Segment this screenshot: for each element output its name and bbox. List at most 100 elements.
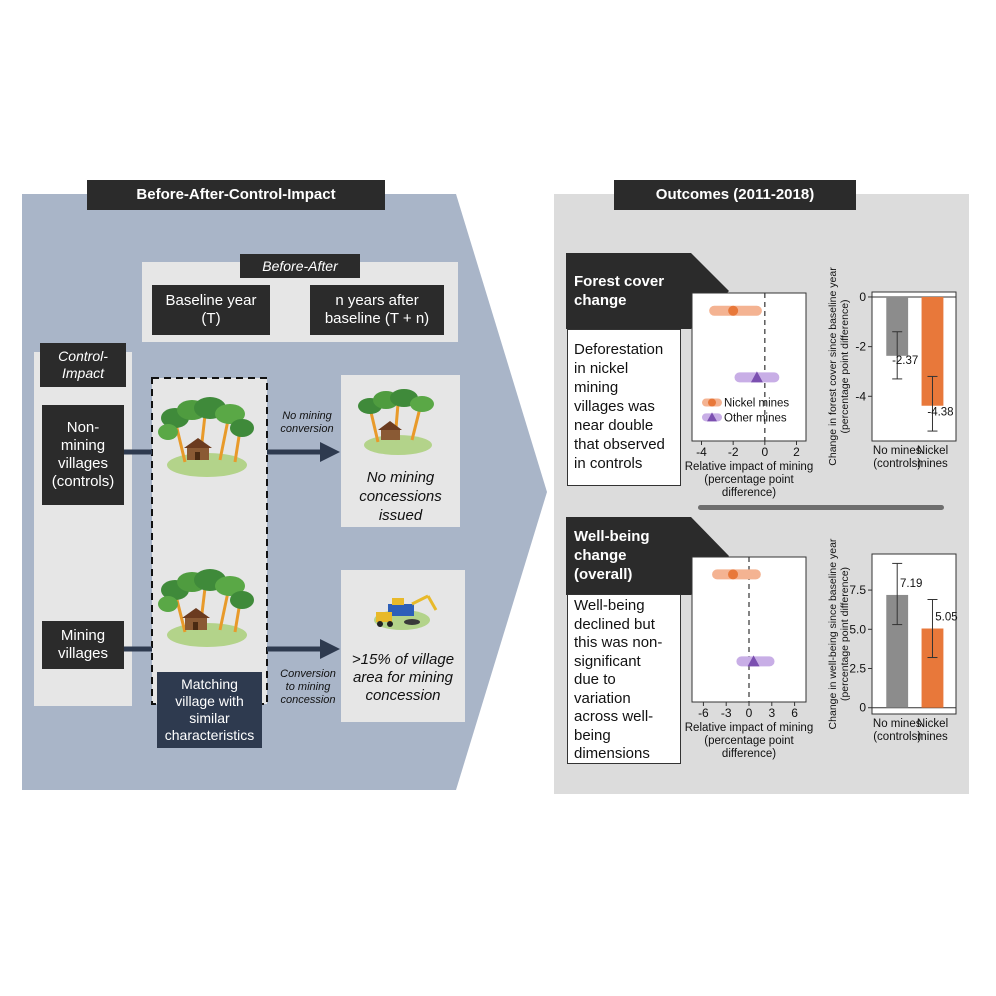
mining-villages-box: Mining villages xyxy=(42,621,124,669)
section-separator xyxy=(698,505,944,510)
wellbeing-bar-chart-bar-0 xyxy=(886,594,909,708)
outcome-bottom-box xyxy=(341,570,465,722)
non-mining-line-2: mining xyxy=(60,437,106,454)
outcome-top-text: No mining concessions issued xyxy=(341,468,460,525)
arrow-bottom-label-line-1: Conversion xyxy=(280,668,336,680)
forest-village-icon-bottom xyxy=(158,569,254,647)
forest-text-line-1: Deforestation xyxy=(574,341,664,358)
wellbeing-bar-chart-ytick-label-2: 5.0 xyxy=(849,622,866,636)
wellbeing-text-line-2: declined but xyxy=(574,615,655,633)
arrow-bottom-head xyxy=(320,639,340,659)
arrow-top-label-line-2: conversion xyxy=(280,423,334,435)
wellbeing-bar-chart-ytick-label-0: 0 xyxy=(859,701,866,715)
wellbeing-header-text: Well-being change (overall) xyxy=(574,527,694,584)
wellbeing-impact-chart-xlabel-2: difference) xyxy=(722,748,776,760)
before-after-label: Before-After xyxy=(240,254,360,278)
forest-village-icon-outcome xyxy=(358,389,434,455)
outcome-bottom-line-2: area for mining xyxy=(352,669,454,686)
baseline-year-box: Baseline year (T) xyxy=(152,285,270,335)
right-panel-title: Outcomes (2011-2018) xyxy=(614,180,856,210)
wellbeing-bar-chart-ytick-label-3: 7.5 xyxy=(849,583,866,597)
forest-impact-chart-xlabel-2: difference) xyxy=(722,487,776,499)
mining-excavator-icon xyxy=(374,594,438,630)
baseline-line-2: (T) xyxy=(201,310,221,327)
wellbeing-bar-chart-ylabel-0: Change in well-being since baseline year xyxy=(827,538,839,729)
forest-cover-bar-chart-value-label-1: -4.38 xyxy=(927,407,953,419)
wellbeing-bar-chart-bar-1 xyxy=(921,628,944,708)
non-mining-villages-box: Non- mining villages (controls) xyxy=(42,405,124,505)
forest-cover-bar-chart-ylabel-0: Change in forest cover since baseline ye… xyxy=(827,267,839,466)
forest-impact-chart-legend-marker-1 xyxy=(707,412,717,422)
forest-cover-bar-chart-ylabel-1: (percentage point difference) xyxy=(839,299,851,433)
wellbeing-impact-chart-xtick-label-1: -3 xyxy=(721,706,732,720)
forest-cover-bar-chart-category-1-0: Nickel xyxy=(917,445,948,457)
forest-header-line-2: change xyxy=(574,292,627,309)
forest-cover-bar-chart-category-0-1: (controls) xyxy=(873,458,921,470)
non-mining-line-3: villages xyxy=(57,455,109,472)
wellbeing-text-line-7: across well- xyxy=(574,708,654,725)
wellbeing-bar-chart-ylabel-1: (percentage point difference) xyxy=(839,567,851,701)
control-impact-line-2: Impact xyxy=(61,365,104,381)
wellbeing-text-line-9: dimensions xyxy=(574,745,650,762)
wellbeing-impact-chart-xlabel-1: (percentage point xyxy=(704,735,794,747)
forest-text-line-2: in nickel xyxy=(574,360,629,377)
outcome-bottom-text: >15% of village area for mining concessi… xyxy=(341,651,465,705)
wellbeing-impact-chart-xtick-label-2: 0 xyxy=(746,706,753,720)
forest-text-line-5: near double xyxy=(574,417,654,434)
forest-header-text: Forest cover change xyxy=(574,272,694,310)
forest-cover-bar-chart-category-1-1: mines xyxy=(917,458,948,470)
mining-line-1: Mining xyxy=(60,627,106,644)
wellbeing-header-line-1: Well-being xyxy=(574,528,650,545)
wellbeing-impact-chart-point-0 xyxy=(728,569,739,580)
arrow-bottom-label-line-2: to mining xyxy=(285,681,331,693)
arrow-top-label: No mining conversion xyxy=(272,410,342,436)
forest-cover-bar-chart-bar-1 xyxy=(921,296,944,406)
matching-line-3: similar xyxy=(189,710,230,726)
forest-village-icon-top xyxy=(158,397,254,477)
forest-impact-chart-xtick-label-2: 0 xyxy=(761,445,768,459)
outcome-top-line-1: No mining xyxy=(366,469,435,486)
forest-cover-bar-chart-category-0-0: No mines xyxy=(873,445,922,457)
wellbeing-bar-chart-value-label-0: 7.19 xyxy=(900,578,922,590)
forest-impact-chart-xtick-label-3: 2 xyxy=(793,445,800,459)
forest-text-line-3: mining xyxy=(574,379,619,396)
wellbeing-impact-chart-xtick-label-0: -6 xyxy=(698,706,709,720)
wellbeing-text-line-4: significant xyxy=(574,652,641,670)
forest-impact-chart-legend-label-1: Other mines xyxy=(724,412,787,424)
wellbeing-bar-chart-category-1-0: Nickel xyxy=(917,718,948,730)
wellbeing-text-line-6: variation xyxy=(574,689,631,707)
wellbeing-bar-chart-category-1-1: mines xyxy=(917,731,948,743)
forest-text-box: Deforestation in nickel mining villages … xyxy=(567,329,681,486)
matching-line-2: village with xyxy=(175,693,244,710)
forest-impact-chart-xlabel-0: Relative impact of mining xyxy=(685,461,813,473)
wellbeing-text-line-1: Well-being xyxy=(574,597,645,614)
wellbeing-header-line-2: change xyxy=(574,547,627,564)
outcome-top-line-2: concessions xyxy=(359,488,442,505)
outcome-top-line-3: issued xyxy=(378,507,423,524)
after-years-box: n years after baseline (T + n) xyxy=(310,285,444,335)
wellbeing-bar-chart-ytick-label-1: 2.5 xyxy=(849,662,866,676)
wellbeing-text-line-5: due to xyxy=(574,671,616,688)
arrow-top-head xyxy=(320,442,340,462)
wellbeing-header-line-3: (overall) xyxy=(574,566,633,583)
non-mining-line-4: (controls) xyxy=(51,473,115,490)
forest-text-line-4: villages was xyxy=(574,398,655,415)
after-line-2: baseline (T + n) xyxy=(324,310,430,327)
wellbeing-text-line-8: being xyxy=(574,726,611,744)
forest-text-line-6: that observed xyxy=(574,436,665,453)
wellbeing-impact-chart-xtick-label-3: 3 xyxy=(768,706,775,720)
forest-impact-chart-legend-marker-0 xyxy=(708,398,716,407)
arrow-bottom-label: Conversion to mining concession xyxy=(272,668,344,707)
forest-cover-bar-chart-ytick-label-1: -2 xyxy=(855,340,866,354)
forest-impact-chart-point-0 xyxy=(728,305,739,316)
matching-village-box: Matching village with similar characteri… xyxy=(157,672,262,748)
mining-line-2: villages xyxy=(57,645,109,662)
wellbeing-bar-chart-value-label-1: 5.05 xyxy=(935,612,957,624)
forest-cover-bar-chart-ytick-label-0: 0 xyxy=(859,290,866,304)
wellbeing-impact-chart-point-1 xyxy=(747,655,760,667)
arrow-top-label-line-1: No mining xyxy=(282,410,332,422)
wellbeing-impact-chart-xtick-label-4: 6 xyxy=(791,706,798,720)
forest-header-tag xyxy=(566,253,729,329)
forest-impact-chart-xtick-label-0: -4 xyxy=(696,445,707,459)
